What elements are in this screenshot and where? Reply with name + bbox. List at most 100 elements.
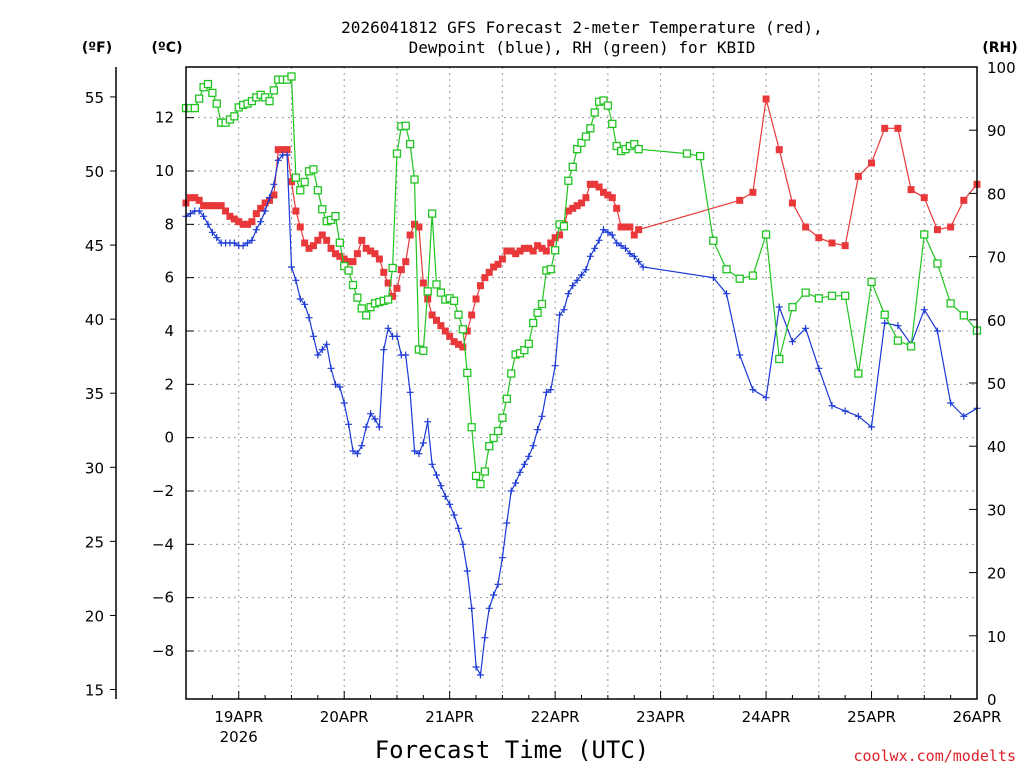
dewpoint-point [349,447,357,455]
temperature-point [292,207,300,215]
temperature-point [446,332,454,340]
chart-title-line2: Dewpoint (blue), RH (green) for KBID [409,38,756,57]
temperature-point [226,212,234,220]
dewpoint-point [503,519,511,527]
x-tick-label: 26APR [953,708,1002,726]
temperature-point [208,202,216,210]
rh-tick-label: 0 [987,691,997,709]
dewpoint-point [564,290,572,298]
dewpoint-point [841,407,849,415]
x-tick-label: 20APR [320,708,369,726]
dewpoint-point [393,332,401,340]
temperature-point [463,327,471,335]
fahrenheit-tick-label: 55 [85,89,104,107]
temperature-point [551,234,559,242]
temperature-point [380,268,388,276]
temperature-point [907,186,915,194]
celsius-tick-label: 6 [164,269,174,287]
temperature-point [868,159,876,167]
chart-title-line1: 2026041812 GFS Forecast 2-meter Temperat… [341,18,823,37]
temperature-point [815,234,823,242]
dewpoint-point [802,324,810,332]
temperature-point [538,244,546,252]
dewpoint-point [411,447,419,455]
dewpoint-point [573,276,581,284]
celsius-tick-label: 12 [155,109,174,127]
temperature-point [441,327,449,335]
rh-tick-label: 70 [987,249,1006,267]
temperature-point [301,239,309,247]
x-tick-label: 22APR [531,708,580,726]
dewpoint-point [920,306,928,314]
rh-point [920,230,929,239]
dewpoint-point [933,327,941,335]
temperature-point [762,95,770,103]
dewpoint-point [371,415,379,423]
fahrenheit-tick-label: 40 [85,311,104,329]
temperature-point [564,207,572,215]
temperature-point [542,247,550,255]
dewpoint-point [476,671,484,679]
rh-point [524,339,533,348]
rh-point [458,325,468,334]
rh-point [599,96,608,105]
temperature-point [582,194,590,202]
rh-point [208,88,217,98]
rh-point [568,162,577,172]
rh-point [348,280,358,290]
rh-point [331,212,340,221]
temperature-point [490,263,498,271]
celsius-tick-label: −4 [152,535,174,553]
dewpoint-point [204,220,212,228]
rh-point [748,271,758,280]
dewpoint-point [296,295,304,303]
dewpoint-point [582,266,590,274]
rh-point [959,311,968,320]
temperature-point [736,196,744,204]
rh-point [801,288,810,297]
dewpoint-point [406,388,414,396]
dewpoint-point [323,340,331,348]
rh-point [480,467,489,476]
temperature-point [274,146,282,154]
rh-point [586,124,595,133]
rh-tick-label: 20 [987,565,1006,583]
temperature-point [608,194,616,202]
temperature-point [481,274,489,282]
dewpoint-point [428,460,436,468]
temperature-point [437,322,445,330]
dewpoint-point [578,271,586,279]
temperature-point [358,236,366,244]
temperature-point [204,202,212,210]
dewpoint-point [709,274,717,282]
rh-point [546,265,555,274]
rh-point [581,132,591,141]
rh-point [529,318,538,328]
dewpoint-point [507,487,515,495]
temperature-point [340,255,348,263]
temperature-point [433,316,441,324]
temperature-point [621,223,629,231]
dewpoint-point [274,156,282,164]
dewpoint-point [828,402,836,410]
temperature-point [569,204,577,212]
dewpoint-point [498,554,506,562]
dewpoint-point [195,207,203,215]
temperature-point [788,199,796,207]
dewpoint-point [248,236,256,244]
rh-point [296,186,305,195]
temperature-point [428,311,436,319]
celsius-tick-label: 4 [164,322,174,340]
rh-point [735,274,744,283]
dewpoint-point [283,151,291,159]
dewpoint-point [270,180,278,188]
dewpoint-point [854,412,862,420]
rh-point [551,246,560,255]
rh-point [401,121,410,130]
rh-point [287,72,296,81]
dewpoint-point [327,364,335,372]
fahrenheit-tick-label: 45 [85,237,104,255]
rh-tick-label: 100 [987,59,1016,77]
rh-point [405,139,415,149]
rh-point [722,265,731,274]
